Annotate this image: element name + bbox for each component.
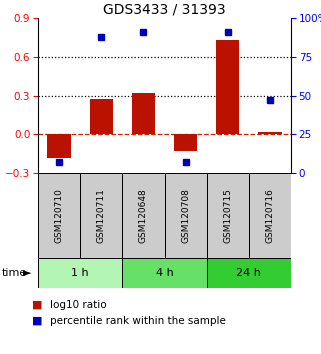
Bar [80,173,122,258]
Bar [90,99,113,134]
Bar [122,173,164,258]
Title: GDS3433 / 31393: GDS3433 / 31393 [103,3,226,17]
Text: GSM120715: GSM120715 [223,188,232,243]
Bar [38,173,80,258]
Text: 1 h: 1 h [71,268,89,278]
Text: time: time [2,268,27,278]
Text: GSM120710: GSM120710 [55,188,64,243]
Bar [216,40,239,134]
Bar [122,258,207,288]
Bar [48,134,71,158]
Text: GSM120716: GSM120716 [265,188,274,243]
Bar [207,258,291,288]
Text: GSM120708: GSM120708 [181,188,190,243]
Text: ■: ■ [32,316,43,326]
Bar [174,134,197,151]
Bar [207,173,249,258]
Text: 24 h: 24 h [236,268,261,278]
Text: log10 ratio: log10 ratio [50,300,106,310]
Text: GSM120648: GSM120648 [139,188,148,243]
Bar [38,258,122,288]
Text: GSM120711: GSM120711 [97,188,106,243]
Bar [249,173,291,258]
Text: percentile rank within the sample: percentile rank within the sample [50,316,226,326]
Text: ■: ■ [32,300,43,310]
Text: ►: ► [22,268,31,278]
Bar [164,173,207,258]
Bar [258,132,282,134]
Bar [132,93,155,134]
Text: 4 h: 4 h [156,268,173,278]
